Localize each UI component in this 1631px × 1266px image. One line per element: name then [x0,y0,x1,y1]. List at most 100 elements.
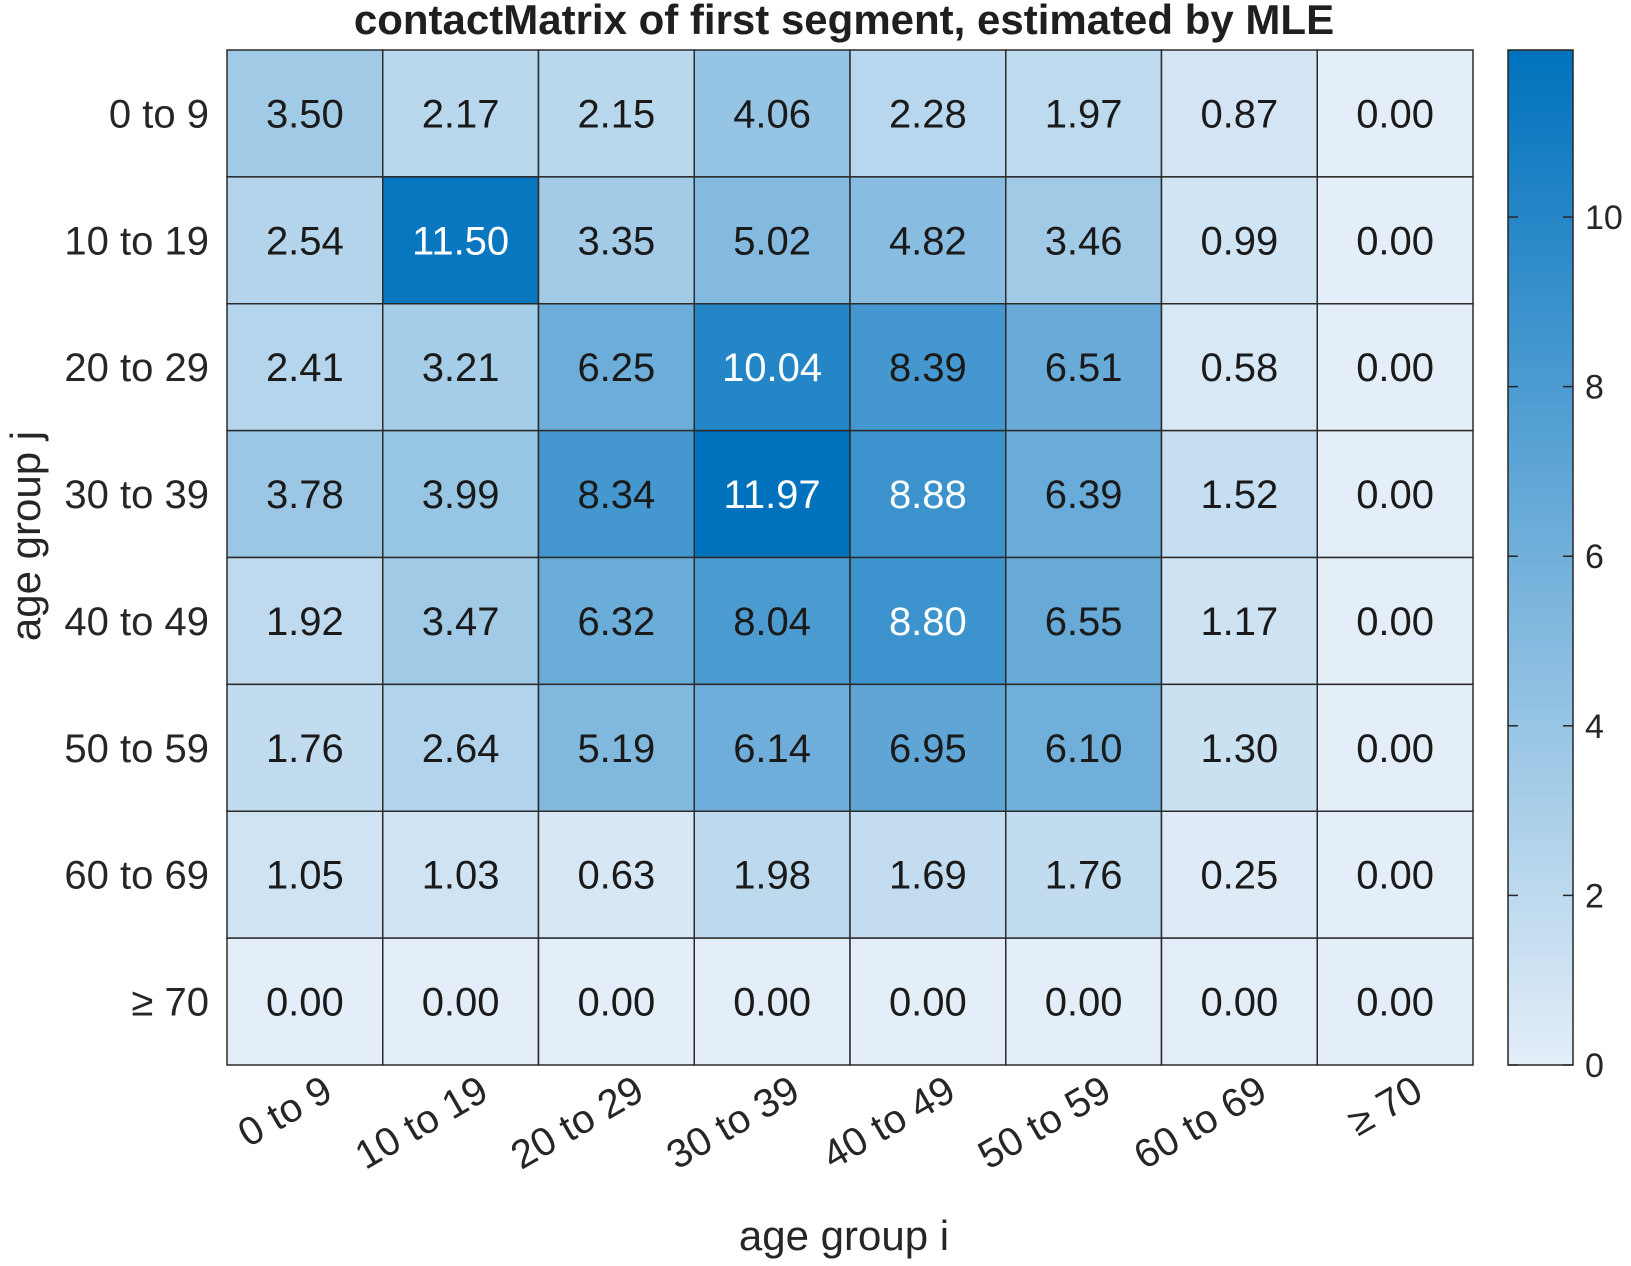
heatmap-cell [1160,556,1318,686]
heatmap-cell [693,556,851,686]
heatmap-cell [382,683,540,812]
cell-value-label: 0.00 [733,981,811,1025]
heatmap-cell [1160,810,1318,939]
y-tick-label: 40 to 49 [64,600,209,644]
cell-value-label: 5.19 [577,727,655,771]
cell-value-label: 3.47 [422,600,500,644]
heatmap-cell [1005,49,1163,178]
heatmap-cell [693,176,851,305]
cell-value-label: 0.00 [1045,981,1123,1025]
heatmap-cell [382,176,540,305]
heatmap-cell [537,937,695,1066]
cell-value-label: 1.30 [1200,727,1278,771]
heatmap-cell [1316,176,1474,305]
colorbar-gradient [1507,49,1574,1066]
cell-value-label: 8.04 [733,600,811,644]
cell-value-label: 4.06 [733,92,811,136]
cell-value-label: 3.35 [577,219,655,263]
cell-value-label: 0.00 [1356,219,1434,263]
heatmap-cell [849,303,1007,432]
cell-value-label: 0.00 [577,981,655,1025]
cell-value-label: 8.88 [889,473,967,517]
heatmap-cell [1316,556,1474,686]
heatmap-cell [1160,683,1318,812]
cell-value-label: 1.05 [266,854,344,898]
heatmap-cell-labels: 3.50 2.17 2.15 4.06 2.28 1.97 0.87 0.00 2.54 11.5… [266,92,1434,1024]
heatmap-cell [537,49,695,178]
heatmap-cell [849,937,1007,1066]
heatmap-cell [1160,303,1318,432]
x-axis-tick-labels: 0 to 9 10 to 19 20 to 29 30 to 39 40 to 49 50… [231,1068,1430,1178]
x-tick-label: 40 to 49 [815,1068,962,1178]
colorbar-tick-label: 8 [1585,369,1604,407]
cell-value-label: 1.98 [733,854,811,898]
colorbar-tick-label: 0 [1585,1047,1604,1085]
heatmap-cell [849,556,1007,686]
cell-value-label: 11.97 [724,473,821,517]
heatmap-cell [849,49,1007,178]
cell-value-label: 2.28 [889,92,967,136]
cell-value-label: 0.00 [1200,981,1278,1025]
x-tick-label: 0 to 9 [231,1068,340,1156]
cell-value-label: 5.02 [733,219,811,263]
x-axis-label: age group i [739,1212,949,1259]
heatmap-cells [226,49,1474,1066]
heatmap-cell [1005,303,1163,432]
cell-value-label: 6.14 [733,727,811,771]
colorbar-tick-label: 6 [1585,538,1604,576]
heatmap-cell [226,49,384,178]
cell-value-label: 11.50 [412,219,509,263]
heatmap-cell [693,303,851,432]
x-tick-label: 50 to 59 [971,1068,1118,1178]
heatmap-cell [537,683,695,812]
cell-value-label: 0.87 [1200,92,1278,136]
heatmap-cell [382,49,540,178]
x-tick-label: 20 to 29 [504,1068,651,1178]
heatmap-cell [849,683,1007,812]
y-axis-label: age group j [2,431,49,641]
cell-value-label: 3.99 [422,473,500,517]
heatmap-cell [1160,176,1318,305]
cell-value-label: 0.99 [1200,219,1278,263]
cell-value-label: 0.00 [422,981,500,1025]
cell-value-label: 2.64 [422,727,500,771]
cell-value-label: 8.80 [889,600,967,644]
heatmap-cell [1316,683,1474,812]
heatmap-cell [382,937,540,1066]
cell-value-label: 8.39 [889,346,967,390]
heatmap-cell [693,937,851,1066]
heatmap-cell [226,429,384,559]
cell-value-label: 1.03 [422,854,500,898]
heatmap-cell [693,429,851,559]
chart-title: contactMatrix of first segment, estimate… [354,0,1334,43]
cell-value-label: 2.15 [577,92,655,136]
cell-value-label: 6.51 [1045,346,1123,390]
cell-value-label: 6.39 [1045,473,1123,517]
heatmap-cell [382,810,540,939]
cell-value-label: 10.04 [722,346,822,390]
cell-value-label: 0.58 [1200,346,1278,390]
cell-value-label: 0.00 [1356,854,1434,898]
cell-value-label: 4.82 [889,219,967,263]
colorbar-tick-label: 4 [1585,708,1604,746]
y-tick-label: 0 to 9 [109,92,209,136]
heatmap-cell [1005,556,1163,686]
cell-value-label: 2.41 [266,346,344,390]
heatmap-cell [1316,49,1474,178]
heatmap-cell [382,303,540,432]
cell-value-label: 1.76 [266,727,344,771]
cell-value-label: 0.00 [889,981,967,1025]
cell-value-label: 1.92 [266,600,344,644]
y-tick-label: 20 to 29 [64,346,209,390]
y-tick-label: 50 to 59 [64,727,209,771]
cell-value-label: 2.54 [266,219,344,263]
cell-value-label: 0.63 [577,854,655,898]
cell-value-label: 0.00 [1356,981,1434,1025]
heatmap-cell [537,810,695,939]
cell-value-label: 6.55 [1045,600,1123,644]
heatmap-cell [1316,303,1474,432]
cell-value-label: 0.00 [1356,346,1434,390]
heatmap-cell [1160,429,1318,559]
colorbar: 0 2 4 6 8 10 [1507,49,1623,1085]
heatmap-cell [1005,176,1163,305]
